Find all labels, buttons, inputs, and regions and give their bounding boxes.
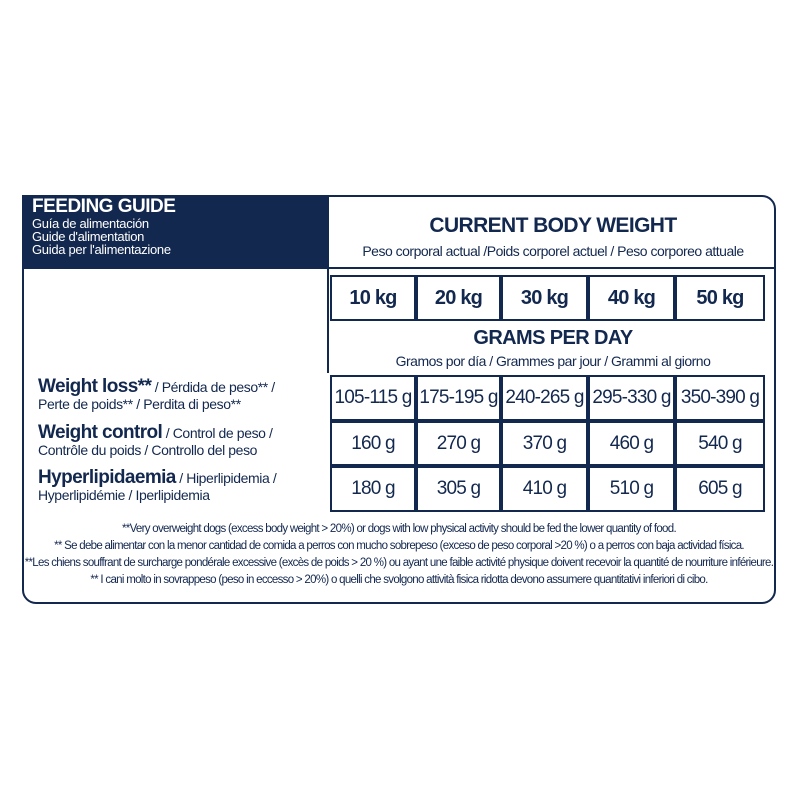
grams-cell: 350-390 g — [675, 375, 765, 421]
weight-header-cell: 50 kg — [675, 275, 765, 321]
grams-cell: 605 g — [675, 466, 765, 512]
weight-header-cell: 30 kg — [501, 275, 588, 321]
row-label: Hyperlipidaemia / Hiperlipidemia / Hyperl… — [38, 467, 328, 504]
grams-cell: 540 g — [675, 421, 765, 466]
divider — [22, 267, 776, 269]
grams-cell: 270 g — [416, 421, 501, 466]
weight-header-cell: 10 kg — [330, 275, 416, 321]
grams-cell: 180 g — [330, 466, 416, 512]
grams-cell: 160 g — [330, 421, 416, 466]
row-name-translation: / Hiperlipidemia / — [175, 470, 277, 486]
feeding-guide-header: FEEDING GUIDE Guía de alimentación Guide… — [22, 195, 328, 269]
row-name-translation: Perte de poids** / Perdita di peso** — [38, 396, 241, 412]
grams-cell: 370 g — [501, 421, 588, 466]
feeding-guide-frame — [22, 195, 776, 604]
row-label: Weight control / Control de peso / Contrô… — [38, 422, 328, 459]
grams-cell: 240-265 g — [501, 375, 588, 421]
grams-cell: 460 g — [588, 421, 675, 466]
grams-cell: 295-330 g — [588, 375, 675, 421]
row-name: Hyperlipidaemia — [38, 467, 176, 488]
weight-subtitle: Peso corporal actual /Poids corporel act… — [362, 243, 744, 259]
row-name: Weight control — [38, 422, 163, 443]
header-subtitle: Guía de alimentación — [32, 216, 149, 231]
grams-cell: 175-195 g — [416, 375, 501, 421]
row-name-translation: / Control de peso / — [162, 425, 273, 441]
divider — [327, 195, 329, 373]
row-name: Weight loss** — [38, 376, 152, 397]
weight-title: CURRENT BODY WEIGHT — [429, 214, 677, 237]
header-subtitle: Guida per l'alimentazione — [32, 242, 171, 257]
grams-subtitle: Gramos por día / Grammes par jour / Gram… — [395, 353, 711, 369]
row-name-translation: / Pérdida de peso** / — [151, 379, 275, 395]
grams-cell: 410 g — [501, 466, 588, 512]
weight-header-cell: 40 kg — [588, 275, 675, 321]
header-title: FEEDING GUIDE — [32, 196, 176, 217]
weight-header-cell: 20 kg — [416, 275, 501, 321]
footnote-it: ** I cani molto in sovrappeso (peso in e… — [90, 574, 708, 586]
grams-cell: 305 g — [416, 466, 501, 512]
row-label: Weight loss** / Pérdida de peso** / Perte… — [38, 376, 328, 413]
grams-cell: 105-115 g — [330, 375, 416, 421]
header-subtitle: Guide d'alimentation — [32, 229, 145, 244]
grams-cell: 510 g — [588, 466, 675, 512]
footnote-es: ** Se debe alimentar con la menor cantid… — [54, 540, 745, 552]
footnote-fr: **Les chiens souffrant de surcharge pond… — [24, 557, 774, 569]
grams-title: GRAMS PER DAY — [473, 327, 633, 349]
row-name-translation: Hyperlipidémie / Iperlipidemia — [38, 487, 210, 503]
row-name-translation: Contrôle du poids / Controllo del peso — [38, 442, 258, 458]
footnote-en: **Very overweight dogs (excess body weig… — [122, 523, 677, 535]
